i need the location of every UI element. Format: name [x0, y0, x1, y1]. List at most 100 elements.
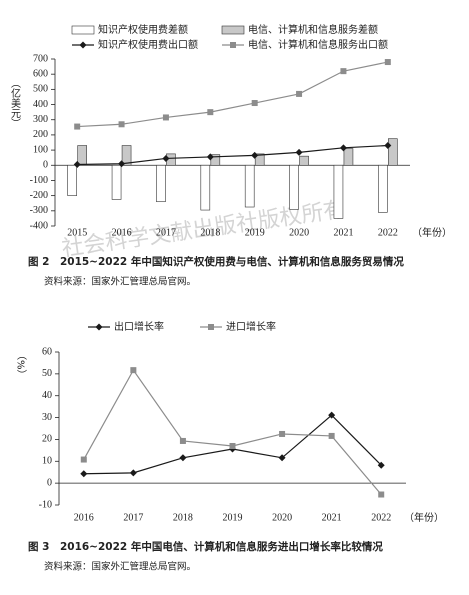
x-axis-label: （年份）: [404, 511, 444, 524]
y-axis-label: （%）: [15, 350, 27, 380]
y-tick-label: -400: [30, 220, 48, 231]
legend-label: 进口增长率: [226, 320, 276, 333]
point: [378, 491, 385, 498]
point: [206, 153, 214, 161]
legend-marker: [208, 324, 214, 330]
bar: [67, 164, 77, 196]
bar: [333, 164, 344, 219]
x-tick-label: 2018: [173, 512, 193, 523]
legend-label: 电信、计算机和信息服务出口额: [248, 38, 388, 51]
y-tick-label: 100: [33, 144, 48, 155]
x-tick-label: 2016: [74, 512, 94, 523]
y-tick-label: 50: [42, 368, 52, 379]
point: [377, 461, 385, 469]
line: [83, 369, 382, 495]
x-tick-label: 2015: [67, 227, 87, 238]
source: 资料来源：国家外汇管理总局官网。: [44, 276, 196, 288]
source: 资料来源：国家外汇管理总局官网。: [44, 561, 196, 573]
y-tick-label: 700: [33, 53, 48, 64]
x-tick-label: 2021: [333, 227, 353, 238]
legend-label: 电信、计算机和信息服务差额: [248, 23, 378, 36]
bar: [111, 164, 122, 200]
point: [162, 154, 170, 162]
y-tick-label: 0: [43, 160, 48, 171]
x-axis-label: （年份）: [412, 226, 452, 239]
y-tick-label: 40: [42, 390, 52, 401]
point: [162, 114, 169, 121]
x-tick-label: 2019: [245, 227, 265, 238]
legend-marker: [79, 41, 87, 49]
y-tick-label: 60: [42, 346, 52, 357]
point: [384, 142, 392, 150]
legend-label: 知识产权使用费出口额: [98, 38, 198, 51]
x-tick-label: 2016: [112, 227, 132, 238]
x-tick-label: 2022: [371, 512, 391, 523]
x-tick-label: 2020: [272, 512, 292, 523]
point: [130, 367, 137, 374]
caption: 图 2 2015~2022 年中国知识产权使用费与电信、计算机和信息服务贸易情况: [28, 255, 404, 268]
point: [179, 454, 187, 462]
y-tick-label: 10: [42, 456, 52, 467]
legend-marker: [95, 323, 103, 331]
x-tick-label: 2021: [322, 512, 342, 523]
y-tick-label: 20: [42, 434, 52, 445]
point: [295, 148, 303, 156]
x-tick-label: 2017: [156, 227, 176, 238]
y-tick-label: 400: [33, 99, 48, 110]
point: [278, 454, 286, 462]
point: [129, 469, 137, 477]
point: [118, 121, 125, 128]
bar: [244, 164, 255, 208]
y-tick-label: -10: [39, 499, 52, 510]
bar: [254, 153, 265, 166]
x-tick-label: 2022: [378, 227, 398, 238]
point: [340, 68, 347, 75]
y-tick-label: 0: [47, 477, 52, 488]
line: [77, 61, 388, 128]
point: [74, 123, 81, 130]
bar: [200, 164, 211, 211]
bar: [343, 148, 354, 166]
y-tick-label: 30: [42, 412, 52, 423]
point: [80, 456, 87, 463]
x-tick-label: 2018: [200, 227, 220, 238]
caption: 图 3 2016~2022 年中国电信、计算机和信息服务进出口增长率比较情况: [28, 540, 383, 553]
point: [328, 411, 336, 419]
point: [279, 430, 286, 437]
x-tick-label: 2020: [289, 227, 309, 238]
bar: [289, 164, 299, 210]
y-axis-label: （亿美元）: [9, 78, 21, 128]
point: [296, 90, 303, 97]
point: [251, 100, 258, 107]
bar: [210, 154, 221, 166]
bar: [77, 145, 87, 166]
point: [339, 144, 347, 152]
y-tick-label: -200: [30, 190, 48, 201]
legend-label: 知识产权使用费差额: [98, 23, 188, 36]
y-tick-label: 500: [33, 84, 48, 95]
legend-marker: [230, 42, 236, 48]
point: [229, 442, 236, 449]
point: [118, 160, 126, 168]
legend-swatch: [71, 25, 95, 35]
bar: [388, 138, 398, 166]
y-tick-label: -300: [30, 205, 48, 216]
point: [251, 151, 259, 159]
legend-label: 出口增长率: [114, 320, 164, 333]
y-tick-label: -100: [30, 175, 48, 186]
bar: [378, 164, 388, 213]
x-tick-label: 2017: [123, 512, 143, 523]
bar: [156, 164, 166, 203]
x-tick-label: 2019: [223, 512, 243, 523]
bar: [121, 145, 132, 166]
point: [73, 161, 81, 169]
y-tick-label: 600: [33, 68, 48, 79]
point: [207, 109, 214, 116]
point: [179, 437, 186, 444]
point: [384, 59, 391, 66]
point: [328, 432, 335, 439]
y-tick-label: 300: [33, 114, 48, 125]
point: [80, 470, 88, 478]
